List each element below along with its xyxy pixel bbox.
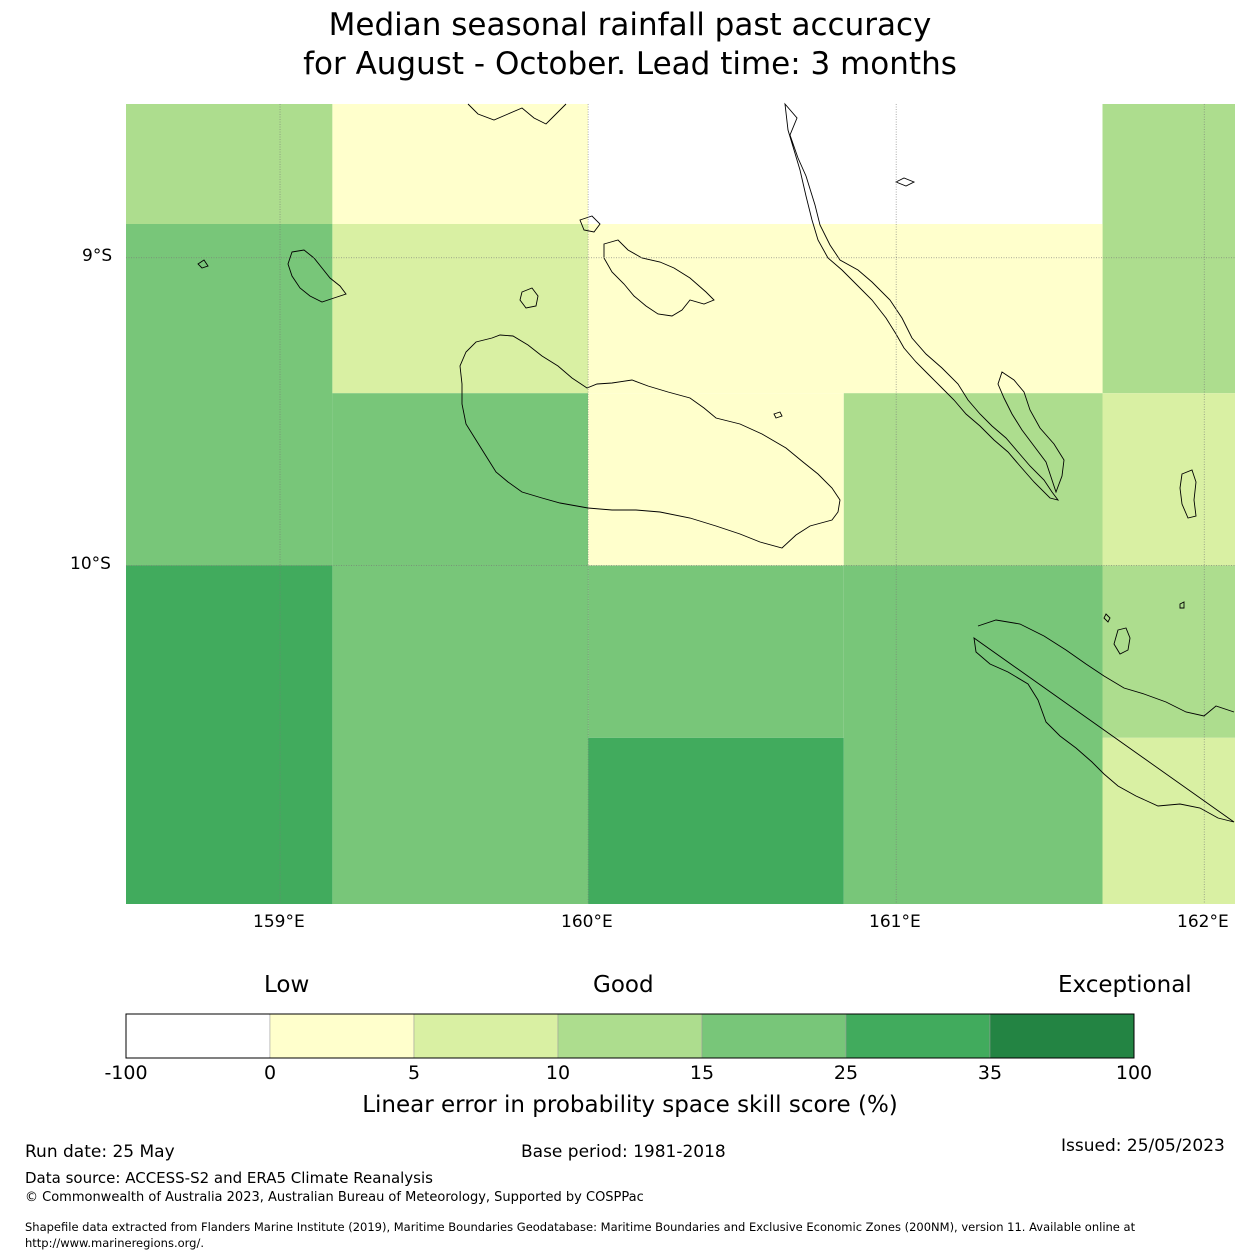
base-period: Base period: 1981-2018 xyxy=(521,1142,726,1162)
colorbar-swatch xyxy=(701,1013,847,1059)
grid-cell xyxy=(1102,104,1235,394)
coastline-makira xyxy=(973,619,1235,823)
grid-cell xyxy=(588,737,844,904)
lat-label-9s: 9°S xyxy=(82,246,113,266)
grid-cells-layer xyxy=(126,104,1235,904)
lat-label-10s: 10°S xyxy=(70,554,111,574)
shapefile-credit-line-1: Shapefile data extracted from Flanders M… xyxy=(25,1220,1136,1234)
coastline-islet-1 xyxy=(197,259,209,269)
coastline-florida-islands xyxy=(603,239,715,317)
grid-cell xyxy=(126,224,333,566)
issued-date: Issued: 25/05/2023 xyxy=(1061,1136,1225,1156)
grid-cell xyxy=(843,565,1103,904)
colorbar-tick: 10 xyxy=(545,1062,571,1084)
grid-cell xyxy=(332,393,589,566)
grid-cell xyxy=(332,565,589,904)
lon-label-162e: 162°E xyxy=(1177,912,1229,932)
coastline-islet-2 xyxy=(773,411,783,419)
colorbar-swatch xyxy=(269,1013,415,1059)
grid-cell xyxy=(588,565,844,738)
grid-cell xyxy=(332,104,589,224)
colorbar-tick: 35 xyxy=(977,1062,1003,1084)
coastline-islet-4 xyxy=(1179,601,1185,609)
grid-cell xyxy=(843,393,1103,566)
colorbar-frame xyxy=(125,1013,1135,1059)
coastline-islet-3 xyxy=(1103,613,1111,623)
colorbar-swatches xyxy=(125,1013,1135,1059)
run-date: Run date: 25 May xyxy=(25,1142,175,1162)
coastline-isabel-tip xyxy=(467,103,567,125)
coastline-savo-island xyxy=(519,287,539,309)
shapefile-credit-line-2: http://www.marineregions.org/. xyxy=(25,1236,204,1250)
colorbar-word-good: Good xyxy=(593,972,654,998)
grid-cell xyxy=(588,393,844,566)
colorbar-word-exceptional: Exceptional xyxy=(1058,972,1192,998)
grid-cell xyxy=(1102,737,1235,904)
colorbar-swatch xyxy=(125,1013,271,1059)
coastline-russell-islands xyxy=(287,249,347,303)
grid-cell xyxy=(126,565,333,904)
grid-cell xyxy=(1102,565,1235,738)
grid-cell xyxy=(126,104,333,224)
grid-cell xyxy=(588,104,1103,224)
lon-label-160e: 160°E xyxy=(561,912,613,932)
coastline-three-sisters xyxy=(1179,469,1197,519)
colorbar-swatch xyxy=(557,1013,703,1059)
chart-title-line-2: for August - October. Lead time: 3 month… xyxy=(303,46,957,82)
grid-cell xyxy=(1102,393,1235,566)
colorbar-tick: 5 xyxy=(407,1062,421,1084)
colorbar-word-low: Low xyxy=(264,972,310,998)
chart-title-line-1: Median seasonal rainfall past accuracy xyxy=(328,7,932,43)
coastline-layer xyxy=(197,102,1235,823)
coastline-malaita xyxy=(784,102,1060,501)
colorbar-swatch xyxy=(413,1013,559,1059)
colorbar-tick: 100 xyxy=(1115,1062,1153,1084)
colorbar-tick: 0 xyxy=(263,1062,277,1084)
colorbar-swatch xyxy=(845,1013,991,1059)
lon-label-159e: 159°E xyxy=(253,912,305,932)
coastline-guadalcanal xyxy=(459,334,841,549)
colorbar-tick: 25 xyxy=(833,1062,859,1084)
graticule-layer xyxy=(126,104,1235,904)
coastline-nggela-fragment xyxy=(579,215,601,233)
colorbar-label: Linear error in probability space skill … xyxy=(362,1092,898,1118)
grid-cell xyxy=(588,224,1103,394)
data-source: Data source: ACCESS-S2 and ERA5 Climate … xyxy=(25,1169,433,1187)
colorbar-tick: 15 xyxy=(689,1062,715,1084)
coastline-islet-5 xyxy=(894,177,916,187)
lon-label-161e: 161°E xyxy=(869,912,921,932)
coastline-small-malaita xyxy=(997,371,1065,494)
colorbar-swatch xyxy=(989,1013,1135,1059)
copyright: © Commonwealth of Australia 2023, Austra… xyxy=(25,1190,644,1205)
coastline-ugi-island xyxy=(1113,627,1131,655)
colorbar-tick: -100 xyxy=(104,1062,148,1084)
